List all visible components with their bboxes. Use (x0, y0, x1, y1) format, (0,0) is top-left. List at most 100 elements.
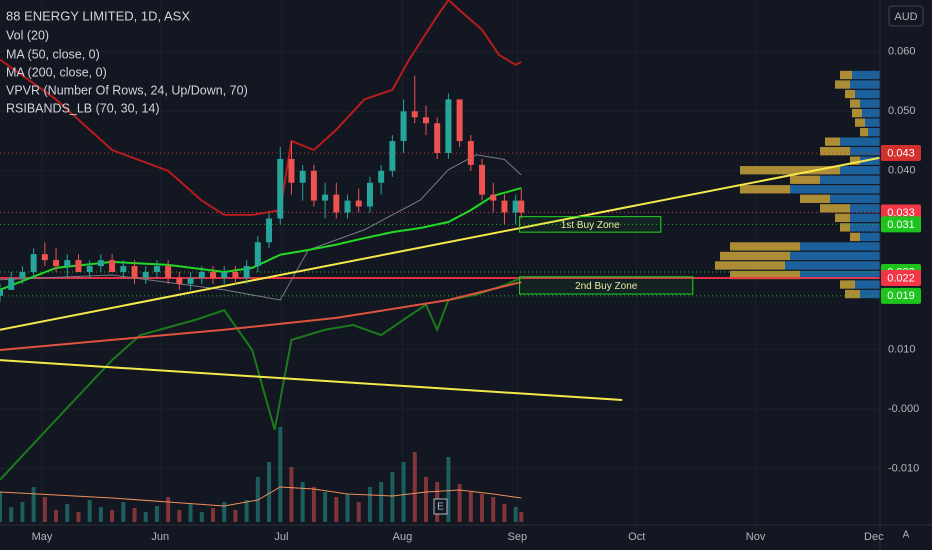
candle-body (355, 200, 362, 207)
volume-bar (166, 497, 171, 522)
indicator-label: MA (50, close, 0) (6, 47, 100, 61)
candle-body (232, 272, 239, 278)
vpvr-down (840, 280, 855, 289)
volume-bar (345, 494, 350, 522)
volume-bar (468, 492, 473, 522)
volume-bar (412, 452, 417, 522)
vpvr-up (865, 118, 880, 127)
candle-body (187, 277, 194, 284)
candle-body (445, 99, 452, 153)
candle-body (299, 170, 306, 183)
volume-bar (65, 504, 70, 522)
x-tick-label: Jun (151, 531, 169, 543)
candle-body (288, 158, 295, 183)
trendline (0, 359, 623, 401)
candle-body (142, 272, 149, 278)
vpvr-up (850, 147, 880, 156)
candle-body (366, 182, 373, 207)
candle-body (53, 260, 60, 267)
volume-bar (379, 482, 384, 522)
candle-body (209, 272, 216, 278)
volume-bar (480, 494, 485, 522)
volume-ma (0, 486, 522, 507)
indicator-line (0, 0, 522, 216)
event-marker[interactable]: E (437, 502, 444, 513)
volume-bar (31, 487, 36, 522)
vpvr-up (860, 232, 880, 242)
candle-body (221, 272, 228, 278)
vpvr-down (820, 204, 850, 213)
volume-bar (513, 507, 518, 522)
volume-bar (289, 467, 294, 522)
volume-bar (390, 472, 395, 522)
vpvr-up (790, 185, 880, 194)
candle-body (86, 266, 93, 273)
vpvr-down (730, 270, 800, 280)
vpvr-up (800, 270, 880, 280)
candle-body (19, 272, 26, 278)
buy-zone (519, 216, 662, 233)
y-tick-label: 0.060 (888, 46, 916, 58)
vpvr-down (860, 127, 868, 137)
vpvr-up (860, 289, 880, 299)
candle-body (176, 277, 183, 284)
scale-button[interactable]: A (903, 530, 910, 541)
volume-bar (87, 500, 92, 522)
volume-bar (278, 427, 283, 522)
vpvr-up (850, 80, 880, 89)
volume-bar (267, 462, 272, 522)
vpvr-down (800, 194, 830, 203)
volume-bar (244, 500, 249, 522)
vpvr-up (868, 127, 880, 137)
zone-label: 2nd Buy Zone (575, 281, 638, 292)
volume-bar (502, 504, 507, 522)
candle-body (153, 266, 160, 273)
candle-body (456, 99, 463, 142)
candle-body (512, 200, 519, 213)
vpvr-up (800, 242, 880, 251)
candle-body (490, 194, 497, 201)
candle-body (243, 266, 250, 278)
candle-body (30, 254, 37, 273)
candle-body (8, 277, 15, 290)
currency[interactable]: AUD (894, 11, 917, 23)
vpvr-down (835, 80, 850, 89)
currency-box[interactable] (888, 5, 924, 27)
price-label-box (881, 287, 921, 304)
vpvr-down (840, 70, 852, 80)
indicator-label: RSIBANDS_LB (70, 30, 14) (6, 101, 160, 115)
candle-body (518, 200, 525, 213)
y-tick-label: -0.000 (888, 403, 919, 415)
vpvr-up (820, 175, 880, 184)
indicator-line (0, 281, 522, 351)
volume-bar (188, 504, 193, 522)
vpvr-down (850, 99, 860, 108)
vpvr-down (720, 251, 790, 261)
candle-body (344, 200, 351, 213)
price-label-box (881, 216, 921, 233)
indicator-label: Vol (20) (6, 28, 49, 42)
vpvr-down (715, 261, 785, 270)
vpvr-up (830, 194, 880, 203)
vpvr-up (785, 261, 880, 270)
volume-bar (20, 502, 25, 522)
x-tick-label: Sep (508, 531, 528, 543)
x-tick-label: May (32, 531, 53, 543)
candle-body (322, 194, 329, 201)
x-tick-label: Jul (274, 531, 288, 543)
volume-bar (457, 484, 462, 522)
event-marker-box[interactable] (433, 498, 448, 515)
vpvr-up (860, 99, 880, 108)
volume-bar (199, 512, 204, 522)
candle-body (479, 164, 486, 195)
volume-bar (334, 497, 339, 522)
candle-body (75, 260, 82, 273)
price-label: 0.033 (887, 207, 915, 219)
vpvr-down (730, 242, 800, 251)
candle-body (64, 260, 71, 267)
y-tick-label: -0.010 (888, 462, 919, 474)
candle-body (97, 260, 104, 267)
candle-body (467, 141, 474, 165)
volume-bar (423, 477, 428, 522)
